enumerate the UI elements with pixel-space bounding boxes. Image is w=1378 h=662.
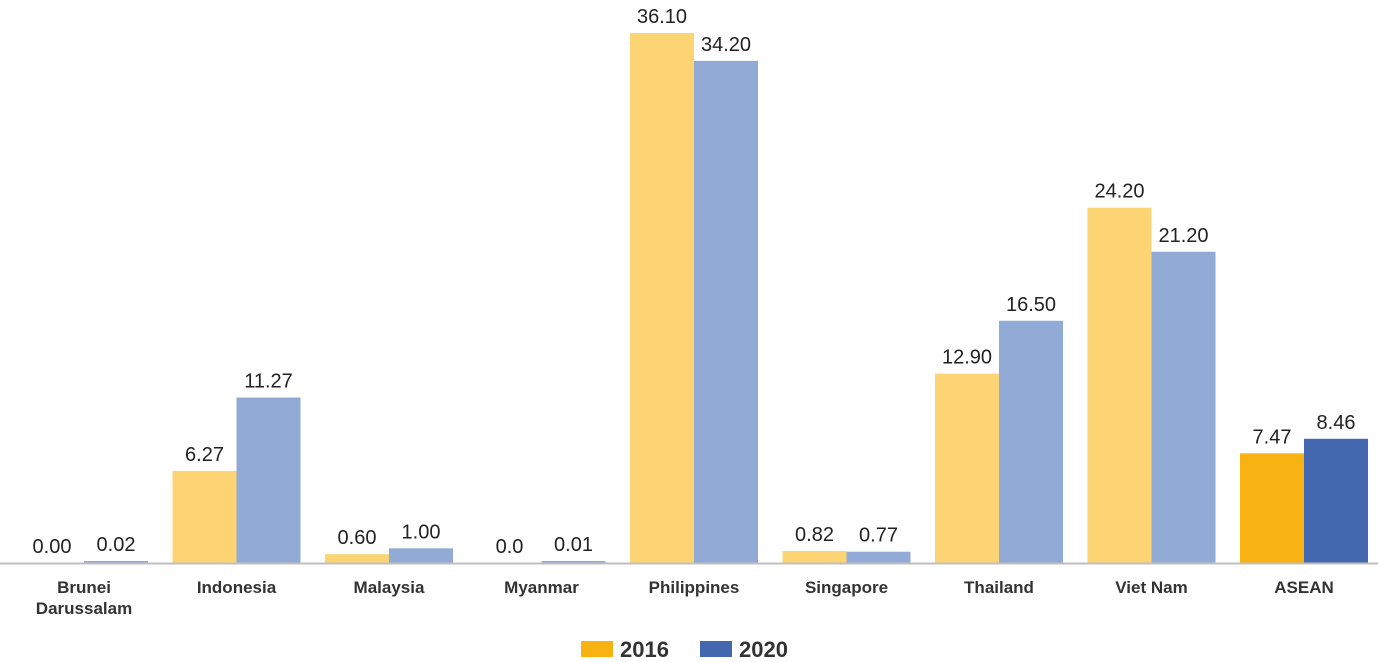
value-label-philippines-2020: 34.20 bbox=[701, 34, 751, 56]
value-label-brunei-darussalam-2016: 0.00 bbox=[33, 536, 72, 558]
value-label-thailand-2016: 12.90 bbox=[942, 347, 992, 369]
category-label-brunei-darussalam: Brunei Darussalam bbox=[36, 578, 132, 618]
bar-thailand-2016 bbox=[935, 373, 999, 563]
bar-malaysia-2016 bbox=[325, 554, 389, 563]
bar-viet-nam-2020 bbox=[1151, 251, 1216, 563]
bar-indonesia-2016 bbox=[172, 470, 237, 563]
category-label-indonesia: Indonesia bbox=[197, 578, 277, 597]
value-label-brunei-darussalam-2020: 0.02 bbox=[97, 534, 136, 556]
value-label-singapore-2016: 0.82 bbox=[795, 524, 834, 546]
value-label-indonesia-2020: 11.27 bbox=[244, 371, 293, 393]
value-label-indonesia-2016: 6.27 bbox=[185, 444, 224, 466]
value-label-thailand-2020: 16.50 bbox=[1006, 294, 1056, 316]
value-label-myanmar-2016: 0.0 bbox=[496, 536, 524, 558]
bar-asean-2020 bbox=[1304, 438, 1368, 563]
legend-swatch-2016 bbox=[581, 641, 613, 657]
category-label-viet-nam: Viet Nam bbox=[1115, 578, 1187, 597]
bar-malaysia-2020 bbox=[389, 548, 453, 563]
value-label-asean-2020: 8.46 bbox=[1317, 412, 1356, 434]
bar-thailand-2020 bbox=[999, 320, 1063, 563]
bar-myanmar-2020 bbox=[541, 561, 606, 563]
bar-singapore-2020 bbox=[846, 551, 911, 563]
value-label-philippines-2016: 36.10 bbox=[637, 6, 687, 28]
legend: 2016 2020 bbox=[581, 637, 788, 662]
value-label-viet-nam-2020: 21.20 bbox=[1158, 225, 1208, 247]
bar-indonesia-2020 bbox=[236, 397, 301, 563]
category-labels-group: Brunei Darussalam Indonesia Malaysia Myanmar… bbox=[36, 578, 1334, 618]
category-label-philippines: Philippines bbox=[649, 578, 740, 597]
bar-singapore-2016 bbox=[782, 550, 847, 563]
value-label-singapore-2020: 0.77 bbox=[859, 525, 898, 547]
category-label-malaysia: Malaysia bbox=[354, 578, 425, 597]
category-label-singapore: Singapore bbox=[805, 578, 888, 597]
category-label-myanmar: Myanmar bbox=[504, 578, 579, 597]
value-label-viet-nam-2016: 24.20 bbox=[1094, 181, 1144, 203]
value-label-malaysia-2020: 1.00 bbox=[402, 521, 441, 543]
category-label-asean: ASEAN bbox=[1274, 578, 1334, 597]
bar-philippines-2020 bbox=[694, 60, 758, 563]
bar-brunei-darussalam-2020 bbox=[84, 561, 148, 563]
legend-label-2020: 2020 bbox=[739, 637, 788, 662]
bar-philippines-2016 bbox=[630, 33, 694, 563]
bars-group bbox=[84, 33, 1368, 563]
value-labels-group: 0.00 0.02 6.27 11.27 0.60 1.00 0.0 0.01 36.10 34.… bbox=[33, 6, 1356, 558]
category-label-thailand: Thailand bbox=[964, 578, 1034, 597]
value-label-malaysia-2016: 0.60 bbox=[338, 527, 377, 549]
bar-asean-2016 bbox=[1240, 453, 1304, 563]
value-label-myanmar-2020: 0.01 bbox=[554, 534, 593, 556]
value-label-asean-2016: 7.47 bbox=[1253, 426, 1292, 448]
legend-label-2016: 2016 bbox=[620, 637, 669, 662]
bar-viet-nam-2016 bbox=[1087, 207, 1152, 563]
legend-swatch-2020 bbox=[700, 641, 732, 657]
